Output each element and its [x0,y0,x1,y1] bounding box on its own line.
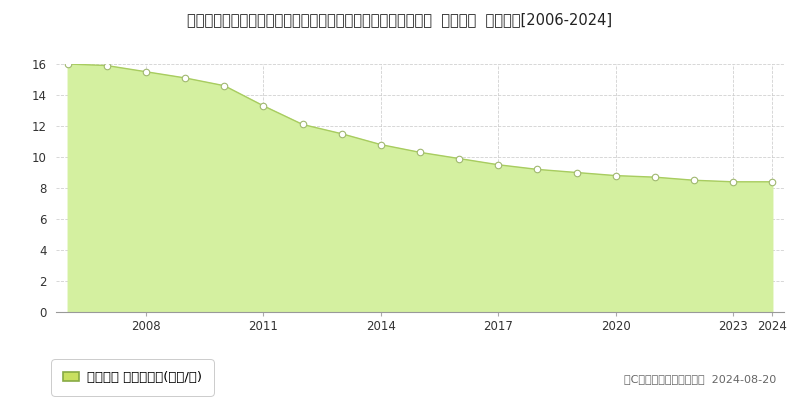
Point [335,130,348,137]
Text: （C）土地価格ドットコム  2024-08-20: （C）土地価格ドットコム 2024-08-20 [624,374,776,384]
Legend: 地価公示 平均坪単価(万円/坪): 地価公示 平均坪単価(万円/坪) [55,363,210,392]
Point [570,169,583,176]
Point [492,162,505,168]
Point [62,61,74,67]
Point [101,62,114,69]
Point [178,75,191,81]
Point [374,141,387,148]
Point [218,82,230,89]
Point [140,68,153,75]
Point [453,155,466,162]
Text: 佐賀県佐賀市諸富町大字山領字山領分四本谷一角８０６番６外  地価公示  地価推移[2006-2024]: 佐賀県佐賀市諸富町大字山領字山領分四本谷一角８０６番６外 地価公示 地価推移[2… [187,12,613,27]
Point [296,121,309,128]
Point [531,166,544,173]
Point [649,174,662,180]
Point [414,149,426,156]
Point [610,172,622,179]
Point [687,177,700,184]
Point [726,178,739,185]
Point [766,178,778,185]
Point [257,103,270,109]
